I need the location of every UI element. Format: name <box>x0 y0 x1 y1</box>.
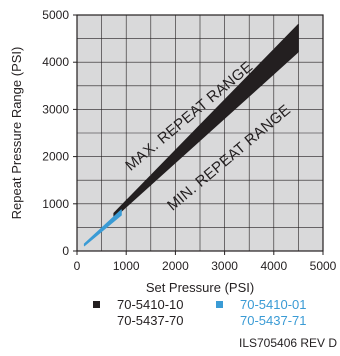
y-tick-labels: 0 1000 2000 3000 4000 5000 <box>42 8 77 258</box>
legend-label-2-line-1: 70-5410-01 <box>240 297 307 312</box>
band-series-2 <box>83 209 122 247</box>
y-tick-label: 3000 <box>42 102 69 116</box>
x-tick-label: 1000 <box>113 259 140 273</box>
x-tick-label: 0 <box>74 259 81 273</box>
x-tick-label: 3000 <box>211 259 238 273</box>
y-tick-label: 4000 <box>42 55 69 69</box>
y-tick-label: 0 <box>62 244 69 258</box>
y-axis-title: Repeat Pressure Range (PSI) <box>9 47 24 220</box>
x-axis-title: Set Pressure (PSI) <box>146 280 254 295</box>
x-tick-label: 4000 <box>260 259 287 273</box>
legend-swatch-1 <box>93 301 100 308</box>
data-bands <box>83 23 299 247</box>
y-tick-label: 2000 <box>42 150 69 164</box>
y-tick-label: 1000 <box>42 197 69 211</box>
legend-label-1-line-1: 70-5410-10 <box>117 297 184 312</box>
legend-label-2-line-2: 70-5437-71 <box>240 313 307 328</box>
plot-frame <box>76 14 324 252</box>
x-tick-label: 5000 <box>310 259 337 273</box>
legend-swatch-2 <box>216 301 223 308</box>
x-tick-labels: 0 1000 2000 3000 4000 5000 <box>74 251 337 273</box>
document-code: ILS705406 REV D <box>239 336 338 350</box>
x-tick-label: 2000 <box>162 259 189 273</box>
y-tick-label: 5000 <box>42 8 69 22</box>
legend-label-1-line-2: 70-5437-70 <box>117 313 184 328</box>
